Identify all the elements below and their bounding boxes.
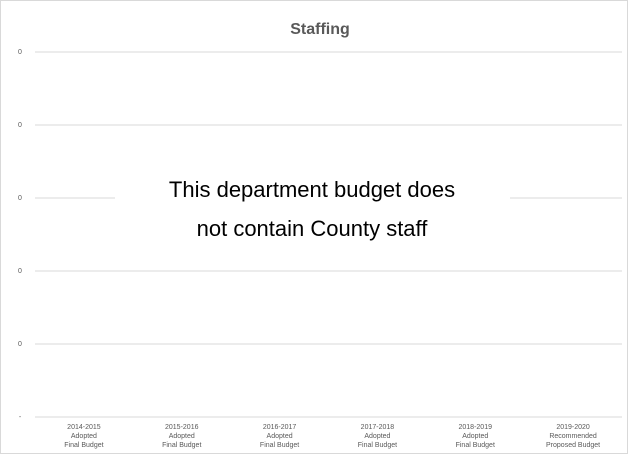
x-tick-label: 2016-2017	[263, 424, 297, 431]
x-tick-label: Proposed Budget	[546, 442, 600, 449]
x-tick-label: Adopted	[364, 433, 390, 440]
y-tick-label: -	[19, 414, 22, 421]
y-tick-label: 0	[18, 341, 22, 348]
y-tick-label: 0	[18, 122, 22, 129]
x-tick-label: Final Budget	[260, 442, 299, 449]
x-tick-label: 2019-2020	[556, 424, 590, 431]
annotation: not contain County staff	[197, 216, 429, 241]
x-tick-label: Final Budget	[162, 442, 201, 449]
y-tick-label: 0	[18, 268, 22, 275]
x-tick-label: Adopted	[71, 433, 97, 440]
x-tick-label: Final Budget	[358, 442, 397, 449]
x-tick-label: Adopted	[462, 433, 488, 440]
y-tick-label: 0	[18, 49, 22, 56]
x-tick-label: Final Budget	[64, 442, 103, 449]
x-tick-label: Recommended	[549, 433, 597, 440]
x-tick-label: Adopted	[267, 433, 293, 440]
x-tick-label: Adopted	[169, 433, 195, 440]
chart-title: Staffing	[290, 21, 350, 38]
x-tick-label: 2017-2018	[361, 424, 395, 431]
x-tick-label: 2015-2016	[165, 424, 199, 431]
x-tick-label: 2018-2019	[459, 424, 493, 431]
annotation: This department budget does	[169, 177, 455, 202]
x-tick-label: 2014-2015	[67, 424, 101, 431]
annotation-background	[115, 168, 510, 250]
x-tick-label: Final Budget	[456, 442, 495, 449]
y-tick-label: 0	[18, 195, 22, 202]
